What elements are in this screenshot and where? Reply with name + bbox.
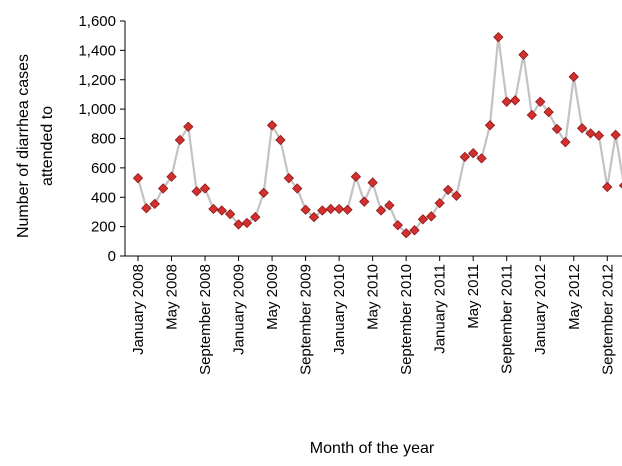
data-point-marker: [468, 148, 479, 159]
data-point-marker: [459, 151, 470, 163]
y-tick-label: 800: [91, 131, 116, 148]
data-point-marker: [375, 205, 387, 216]
data-point-marker: [618, 182, 622, 189]
x-tick-label: September 2009: [298, 264, 315, 375]
data-point-marker: [367, 177, 378, 188]
data-point-marker: [225, 208, 236, 220]
data-point-marker: [359, 196, 370, 207]
data-point-marker: [518, 49, 529, 60]
data-point-marker: [576, 123, 588, 134]
data-point-marker: [300, 204, 311, 215]
y-axis-title-line-1: Number of diarrhea cases: [15, 54, 32, 238]
y-ticks: 0 200 400 600 800 1,000 1,200 1,400 1,600: [78, 13, 125, 265]
y-axis-title: Number of diarrhea cases attended to: [15, 54, 56, 238]
data-point-marker: [493, 31, 504, 43]
data-point-marker: [535, 96, 546, 107]
data-point-marker: [442, 184, 454, 196]
data-point-marker: [183, 121, 194, 132]
y-tick-label: 200: [91, 219, 116, 236]
data-point-marker: [166, 171, 177, 182]
data-point-marker: [132, 172, 144, 184]
series-line-group: [136, 36, 622, 235]
data-point-marker: [400, 228, 412, 239]
x-tick-label: September 2012: [599, 264, 616, 375]
data-point-marker: [384, 200, 395, 211]
data-point-marker: [258, 187, 269, 199]
x-tick-label: January 2011: [432, 264, 449, 354]
data-point-marker: [342, 204, 353, 215]
data-point-marker: [283, 172, 295, 184]
x-tick-label: May 2011: [465, 264, 482, 329]
data-point-marker: [434, 197, 445, 209]
data-point-marker: [266, 120, 278, 131]
data-point-marker: [191, 186, 202, 197]
x-tick-label: September 2008: [197, 264, 214, 375]
data-point-marker: [241, 217, 253, 229]
data-point-marker: [526, 109, 538, 121]
x-tick-label: May 2012: [566, 264, 583, 330]
data-point-marker: [551, 123, 563, 135]
markers-group: [132, 31, 622, 239]
y-tick-label: 1,200: [78, 72, 116, 89]
data-point-marker: [593, 130, 605, 141]
y-tick-label: 600: [91, 160, 116, 177]
data-point-marker: [292, 183, 303, 194]
data-point-marker: [325, 203, 336, 215]
data-point-marker: [484, 120, 496, 131]
x-tick-label: May 2010: [365, 264, 382, 330]
axes: [124, 21, 622, 257]
x-tick-label: May 2009: [264, 264, 281, 330]
x-tick-label: September 2010: [398, 264, 415, 375]
data-point-marker: [141, 203, 152, 214]
x-tick-label: September 2011: [499, 264, 516, 374]
y-tick-label: 0: [108, 248, 116, 265]
data-point-marker: [560, 137, 571, 148]
y-tick-label: 1,000: [78, 101, 116, 118]
data-point-marker: [333, 203, 345, 215]
data-point-marker: [417, 214, 429, 225]
data-point-marker: [585, 128, 596, 139]
series-line: [136, 36, 622, 235]
data-point-marker: [610, 129, 621, 140]
y-axis-title-line-2: attended to: [39, 106, 56, 186]
data-point-marker: [275, 134, 286, 146]
x-tick-label: January 2012: [532, 264, 549, 355]
data-point-marker: [476, 153, 487, 164]
data-point-marker: [250, 211, 261, 223]
x-tick-label: May 2008: [164, 264, 181, 330]
data-point-marker: [451, 190, 462, 201]
y-tick-label: 1,400: [78, 42, 116, 59]
data-point-marker: [501, 96, 512, 107]
data-point-marker: [509, 95, 521, 106]
x-tick-label: January 2009: [231, 264, 248, 355]
data-point-marker: [543, 106, 554, 118]
data-point-marker: [233, 219, 244, 230]
data-point-marker: [409, 225, 420, 236]
data-point-marker: [208, 203, 219, 215]
data-point-marker: [350, 171, 362, 182]
data-point-marker: [157, 183, 169, 194]
data-point-marker: [174, 134, 186, 146]
data-point-marker: [308, 211, 320, 223]
x-ticks: January 2008 May 2008 September 2008 Januar…: [130, 256, 616, 375]
data-point-marker: [317, 205, 328, 216]
data-point-marker: [199, 183, 211, 194]
data-point-marker: [392, 219, 403, 231]
y-tick-label: 400: [91, 189, 116, 206]
data-point-marker: [568, 71, 579, 82]
data-point-marker: [602, 181, 613, 193]
data-point-marker: [426, 211, 437, 222]
x-tick-label: January 2008: [130, 264, 147, 355]
y-tick-label: 1,600: [78, 13, 116, 30]
x-tick-label: January 2010: [331, 264, 348, 355]
data-point-marker: [216, 205, 227, 216]
x-axis-title: Month of the year: [310, 440, 435, 457]
data-point-marker: [149, 198, 160, 210]
